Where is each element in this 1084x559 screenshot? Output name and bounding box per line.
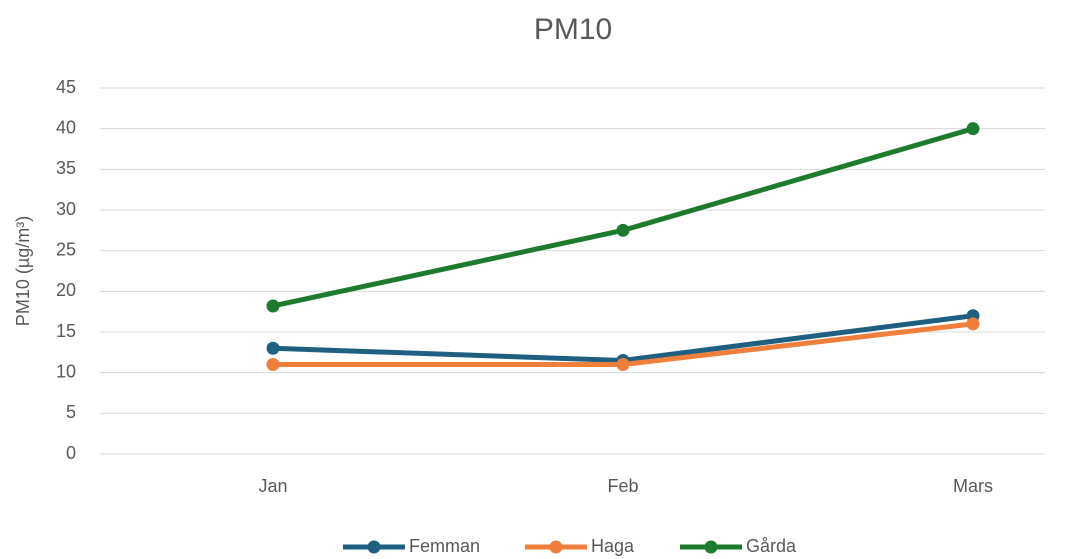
y-tick-label: 25: [56, 239, 76, 259]
legend-marker: [367, 540, 381, 554]
y-tick-label: 10: [56, 361, 76, 381]
y-axis-label: PM10 (µg/m³): [13, 216, 33, 326]
point: [266, 299, 280, 313]
y-tick-label: 40: [56, 117, 76, 137]
x-tick-label: Mars: [953, 476, 993, 496]
y-tick-label: 5: [66, 402, 76, 422]
legend-label: Haga: [591, 536, 635, 556]
point: [966, 317, 980, 331]
y-tick-label: 30: [56, 199, 76, 219]
x-tick-label: Feb: [607, 476, 638, 496]
y-tick-label: 15: [56, 321, 76, 341]
y-tick-label: 45: [56, 77, 76, 97]
legend-marker: [704, 540, 718, 554]
legend-label: Femman: [409, 536, 480, 556]
y-tick-label: 0: [66, 443, 76, 463]
series-line: [272, 126, 974, 309]
legend-marker: [549, 540, 563, 554]
x-tick-label: Jan: [258, 476, 287, 496]
legend-label: Gårda: [746, 536, 797, 556]
y-tick-label: 20: [56, 280, 76, 300]
chart-title: PM10: [534, 13, 612, 46]
y-tick-label: 35: [56, 158, 76, 178]
point: [616, 223, 630, 237]
point: [966, 122, 980, 136]
point: [616, 358, 630, 372]
point: [266, 341, 280, 355]
point: [266, 358, 280, 372]
